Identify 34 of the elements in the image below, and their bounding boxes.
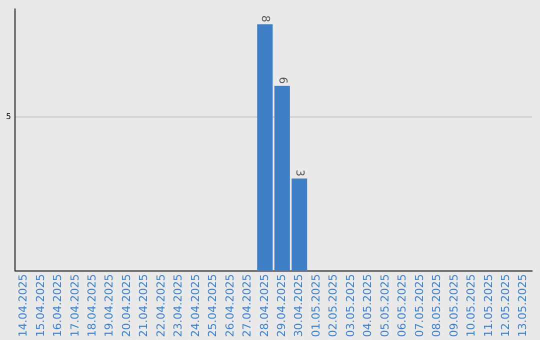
x-tick-label: 16.04.2025 (51, 274, 64, 338)
y-tick-label: 5 (6, 112, 12, 121)
x-tick-label: 27.04.2025 (240, 274, 254, 338)
x-tick-label: 22.04.2025 (154, 274, 168, 338)
data-label: 6 (276, 76, 290, 84)
x-tick-label: 26.04.2025 (223, 274, 236, 338)
x-tick-label: 04.05.2025 (361, 274, 374, 338)
x-tick-label: 12.05.2025 (499, 274, 512, 338)
x-tick-label: 18.04.2025 (85, 274, 98, 338)
data-label: 3 (294, 169, 307, 176)
x-tick-label: 17.04.2025 (68, 274, 82, 338)
x-tick-label: 20.04.2025 (120, 274, 133, 338)
x-tick-label: 05.05.2025 (378, 274, 392, 338)
x-tick-label: 19.04.2025 (102, 274, 116, 338)
x-tick-label: 01.05.2025 (309, 274, 322, 338)
x-tick-label: 29.04.2025 (275, 274, 288, 338)
x-tick-label: 10.05.2025 (464, 274, 478, 338)
x-tick-label: 02.05.2025 (326, 274, 340, 338)
x-tick-label: 09.05.2025 (447, 274, 460, 338)
x-tick-label: 30.04.2025 (292, 274, 306, 338)
x-tick-label: 06.05.2025 (396, 274, 409, 338)
data-label: 8 (259, 15, 272, 22)
x-tick-label: 13.05.2025 (516, 274, 530, 338)
x-tick-label: 28.04.2025 (258, 274, 271, 338)
x-tick-label: 14.04.2025 (16, 274, 30, 338)
x-tick-label: 15.04.2025 (34, 274, 47, 338)
x-tick-label: 24.04.2025 (188, 274, 202, 338)
x-tick-label: 07.05.2025 (412, 274, 426, 338)
x-tick-label: 21.04.2025 (137, 274, 150, 338)
x-tick-label: 03.05.2025 (344, 274, 357, 338)
x-tick-label: 08.05.2025 (430, 274, 444, 338)
x-tick-label: 11.05.2025 (482, 274, 495, 338)
x-tick-label: 25.04.2025 (206, 274, 220, 338)
x-tick-label: 23.04.2025 (172, 274, 185, 338)
